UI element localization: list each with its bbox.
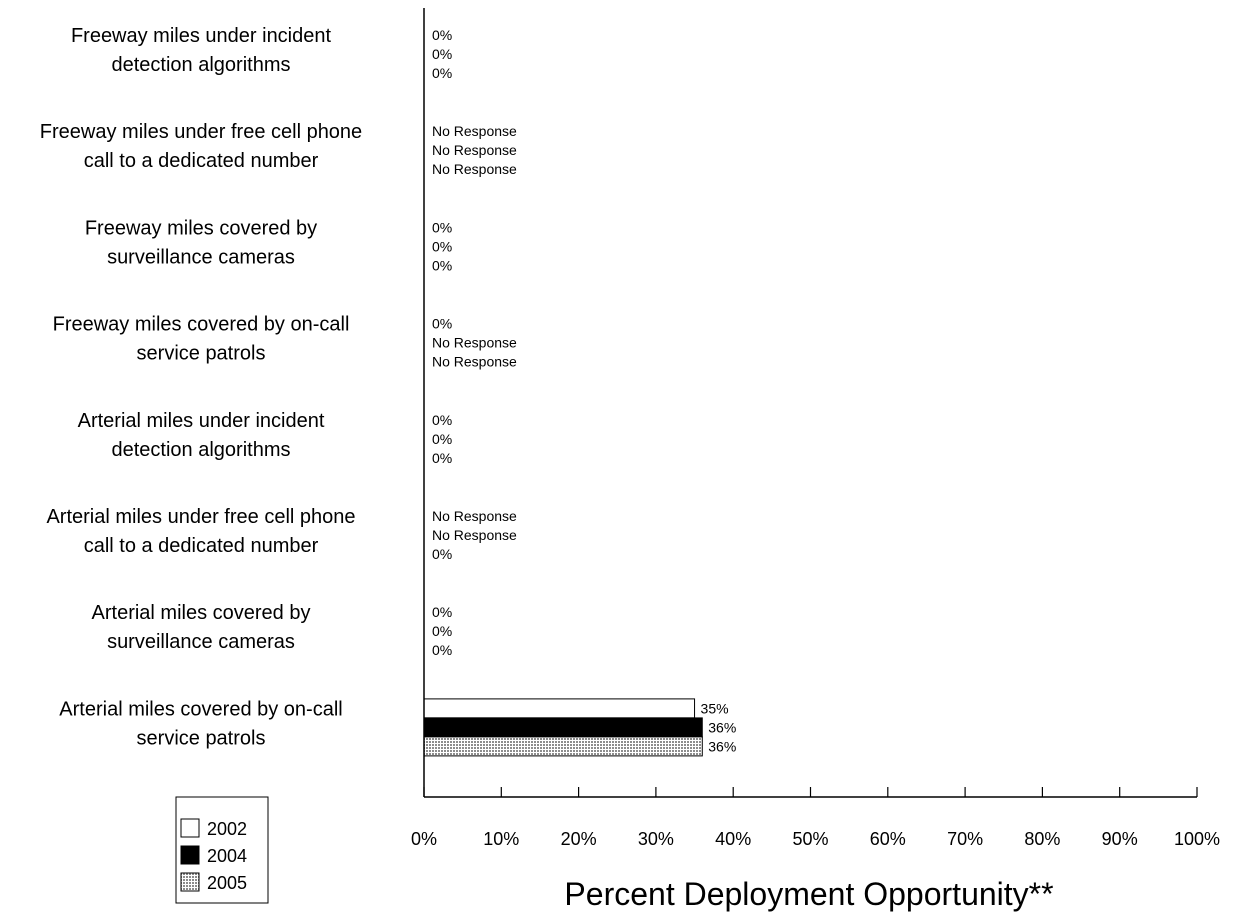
category-label: Arterial miles under free cell phone <box>46 506 355 528</box>
category-label: Freeway miles covered by <box>85 217 317 239</box>
bar-2004 <box>423 717 703 738</box>
category-label: Arterial miles under incident <box>78 410 325 432</box>
category-labels: Freeway miles under incident detection al… <box>40 25 362 749</box>
value-label: 0% <box>432 219 452 235</box>
x-tick-label: 10% <box>483 829 519 849</box>
x-tick-label: 30% <box>638 829 674 849</box>
value-label: 0% <box>432 450 452 466</box>
category-label: Freeway miles under free cell phone <box>40 121 362 143</box>
value-label: 0% <box>432 316 452 332</box>
value-label: No Response <box>432 508 517 524</box>
x-tick-label: 20% <box>561 829 597 849</box>
bar-2002 <box>423 698 696 719</box>
legend: 2002 2004 2005 <box>175 796 269 904</box>
legend-swatch-2002 <box>180 818 200 838</box>
value-label: No Response <box>432 335 517 351</box>
value-label: 0% <box>432 623 452 639</box>
value-label: 0% <box>432 546 452 562</box>
tick-labels: 0% 10% 20% 30% 40% 50% 60% 70% 80% 90% 100% <box>411 829 1220 849</box>
category-label: Freeway miles under incident <box>71 25 332 47</box>
value-label: 0% <box>432 65 452 81</box>
bars <box>423 698 703 757</box>
value-label: No Response <box>432 123 517 139</box>
x-tick-label: 40% <box>715 829 751 849</box>
x-tick-label: 60% <box>870 829 906 849</box>
category-label: Arterial miles covered by on-call <box>59 698 342 720</box>
x-tick-label: 80% <box>1024 829 1060 849</box>
value-label: 0% <box>432 27 452 43</box>
x-tick-label: 100% <box>1174 829 1220 849</box>
value-label: 0% <box>432 412 452 428</box>
x-axis-title: Percent Deployment Opportunity** <box>564 876 1053 912</box>
category-label: call to a dedicated number <box>84 150 319 172</box>
value-label: 0% <box>432 238 452 254</box>
legend-swatch-2004 <box>180 845 200 865</box>
value-label: No Response <box>432 354 517 370</box>
category-label: call to a dedicated number <box>84 535 319 557</box>
value-label: 0% <box>432 46 452 62</box>
category-label: detection algorithms <box>112 439 291 461</box>
value-labels: 0% No Response 0% 0% 0% No Response 0% 35% 0% No … <box>432 27 736 754</box>
category-label: detection algorithms <box>112 54 291 76</box>
value-label: 35% <box>701 700 729 716</box>
category-label: Arterial miles covered by <box>92 602 311 624</box>
x-tick-label: 70% <box>947 829 983 849</box>
value-label: No Response <box>432 527 517 543</box>
axes <box>423 8 1198 798</box>
category-label: Freeway miles covered by on-call <box>53 314 350 336</box>
category-label: service patrols <box>137 343 266 365</box>
x-tick-label: 50% <box>792 829 828 849</box>
category-label: service patrols <box>137 727 266 749</box>
value-label: No Response <box>432 161 517 177</box>
legend-label: 2004 <box>207 846 247 866</box>
value-label: 0% <box>432 642 452 658</box>
value-label: 0% <box>432 257 452 273</box>
category-label: surveillance cameras <box>107 631 295 653</box>
value-label: No Response <box>432 142 517 158</box>
value-label: 0% <box>432 604 452 620</box>
category-label: surveillance cameras <box>107 246 295 268</box>
value-label: 36% <box>708 738 736 754</box>
x-tick-label: 90% <box>1102 829 1138 849</box>
legend-label: 2005 <box>207 873 247 893</box>
legend-swatch-2005 <box>180 872 200 892</box>
value-label: 36% <box>708 719 736 735</box>
legend-label: 2002 <box>207 819 247 839</box>
x-tick-label: 0% <box>411 829 437 849</box>
bar-2005 <box>423 736 703 757</box>
value-label: 0% <box>432 431 452 447</box>
